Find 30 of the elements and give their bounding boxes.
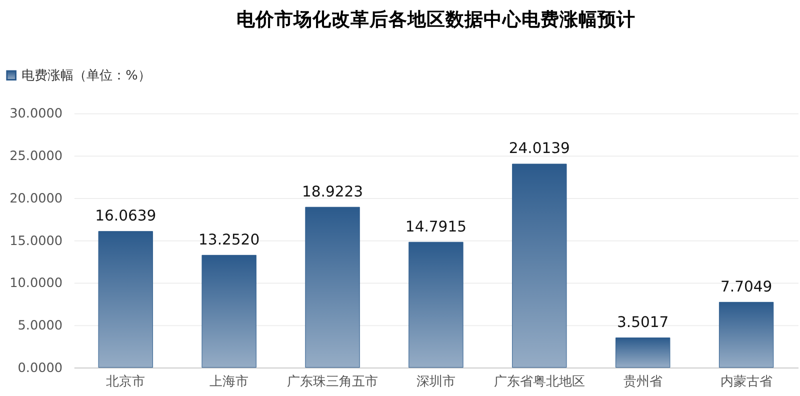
x-tick-label: 广东珠三角五市 (287, 374, 378, 390)
data-label: 24.0139 (508, 140, 570, 158)
bar (512, 164, 567, 368)
x-tick-label: 内蒙古省 (720, 374, 772, 390)
bar (202, 254, 256, 368)
legend-label: 电费涨幅（单位：%） (22, 68, 151, 84)
bar (616, 338, 670, 368)
data-label: 18.9223 (302, 183, 364, 200)
y-tick-label: 25.0000 (10, 149, 63, 164)
bar (98, 231, 153, 368)
y-tick-label: 5.0000 (18, 318, 63, 334)
x-tick-label: 贵州省 (623, 374, 662, 390)
data-label: 7.7049 (720, 278, 772, 296)
x-tick-label: 广东省粤北地区 (494, 374, 585, 390)
y-tick-label: 20.0000 (10, 191, 63, 206)
data-label: 14.7915 (405, 218, 466, 236)
x-tick-label: 北京市 (106, 374, 146, 390)
bar (408, 242, 464, 368)
chart-title: 电价市场化改革后各地区数据中心电费涨幅预计 (236, 8, 636, 31)
y-tick-label: 30.0000 (10, 106, 63, 122)
data-label: 13.2520 (198, 231, 260, 248)
bar (718, 302, 774, 368)
x-tick-label: 深圳市 (416, 374, 456, 390)
bar (305, 206, 360, 368)
data-label: 16.0639 (95, 208, 156, 225)
data-label: 3.5017 (617, 314, 669, 331)
x-tick-label: 上海市 (210, 374, 249, 390)
y-tick-label: 15.0000 (10, 234, 63, 249)
y-tick-label: 0.0000 (18, 360, 63, 376)
y-tick-label: 10.0000 (10, 276, 63, 292)
